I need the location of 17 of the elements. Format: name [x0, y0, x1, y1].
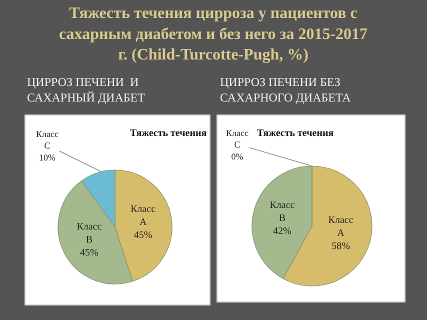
slice-label: Класс A — [130, 204, 156, 228]
data-label: 10% — [38, 152, 56, 162]
text: 0% — [231, 151, 244, 162]
data-label: 45% — [134, 230, 152, 242]
data-label: 42% — [273, 226, 292, 237]
slice-label: Класс B — [270, 200, 296, 224]
slice-label: Класс B — [76, 222, 102, 246]
data-label: 58% — [332, 240, 350, 252]
chart-subtitle: ЦИРРОЗ ПЕЧЕНИ И САХАРНЫЙ ДИАБЕТ — [27, 75, 146, 105]
category-label: Класс C — [226, 128, 248, 150]
data-label: 45% — [80, 248, 98, 259]
slice-label: Класс A — [328, 214, 354, 239]
text: Тяжесть течения цирроза у пациентов с сахарным диабетом и без него за 2015-2017 г. (Child-Turcotte-Pugh, %) — [59, 5, 368, 64]
chart-title: Тяжесть течения — [257, 128, 334, 139]
chart-title: Тяжесть течения — [130, 128, 208, 139]
slice-label: Класс C — [36, 129, 58, 151]
chart-subtitle: ЦИРРОЗ ПЕЧЕНИ БЕЗ САХАРНОГО ДИАБЕТА — [220, 75, 352, 105]
